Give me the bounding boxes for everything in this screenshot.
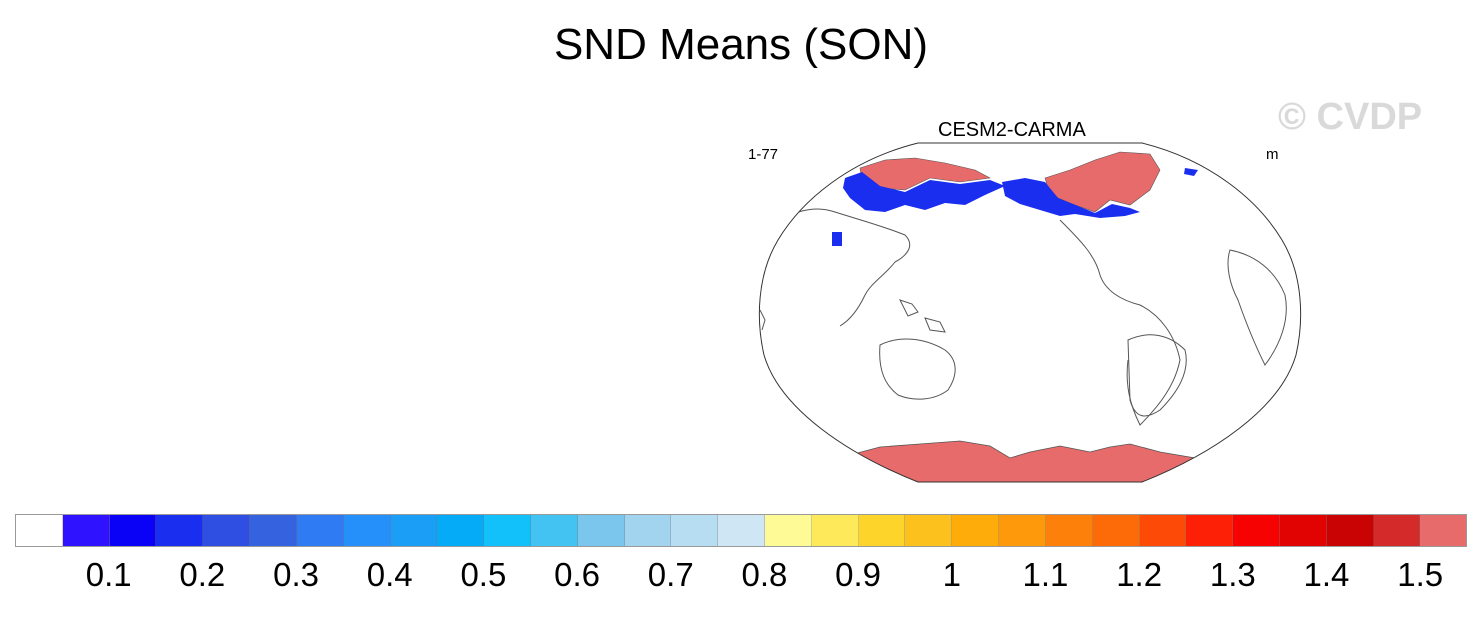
colorbar-box-4	[203, 515, 251, 546]
figure-title: SND Means (SON)	[553, 20, 929, 69]
colorbar	[15, 514, 1467, 547]
colorbar-box-30	[1420, 515, 1467, 546]
colorbar-box-0	[16, 515, 63, 546]
islands-coastline	[759, 299, 946, 333]
colorbar-label: 1	[942, 556, 961, 593]
australia-coastline	[879, 338, 956, 400]
colorbar-label: 1.5	[1397, 556, 1444, 593]
colorbar-labels: 0.1 0.2 0.3 0.4 0.5 0.6 0.7 0.8 0.9 1 1.1 1.2 1.3 1.4…	[0, 556, 1482, 596]
globe-background	[759, 143, 1301, 482]
namerica-coastline	[1059, 219, 1181, 426]
eurasia-low-snow-region	[843, 172, 1005, 212]
colorbar-box-13	[624, 515, 672, 546]
colorbar-box-23	[1092, 515, 1140, 546]
asia-coastline	[769, 208, 911, 327]
globe-outline	[758, 142, 1302, 483]
panel-units-label: m	[1266, 146, 1279, 163]
colorbar-box-15	[718, 515, 765, 546]
colorbar-label: 0.4	[366, 556, 413, 593]
map-globe	[758, 142, 1302, 483]
colorbar-label: 0.3	[273, 556, 319, 593]
colorbar-box-2	[109, 515, 157, 546]
panel-left-label: 1-77	[748, 146, 779, 163]
colorbar-box-22	[1045, 515, 1093, 546]
colorbar-box-25	[1186, 515, 1234, 546]
colorbar-box-14	[671, 515, 719, 546]
colorbar-box-26	[1233, 515, 1280, 546]
colorbar-box-1	[62, 515, 110, 546]
colorbar-box-11	[530, 515, 578, 546]
colorbar-label: 0.7	[647, 556, 694, 593]
colorbar-box-19	[905, 515, 953, 546]
colorbar-label: 1.3	[1209, 556, 1256, 593]
colorbar-box-24	[1139, 515, 1187, 546]
namerica-low-snow-region	[1002, 178, 1140, 218]
colorbar-label: 1.4	[1303, 556, 1350, 593]
colorbar-box-21	[999, 515, 1046, 546]
colorbar-box-16	[765, 515, 812, 546]
africa-coastline	[1227, 249, 1287, 366]
colorbar-label: 0.2	[179, 556, 226, 593]
colorbar-box-9	[437, 515, 485, 546]
colorbar-box-6	[296, 515, 344, 546]
colorbar-box-29	[1373, 515, 1421, 546]
small-snow-patch	[832, 232, 842, 246]
colorbar-label: 1.2	[1116, 556, 1163, 593]
colorbar-label: 0.5	[460, 556, 507, 593]
colorbar-box-18	[858, 515, 906, 546]
coastlines	[759, 208, 1287, 426]
colorbar-box-17	[811, 515, 859, 546]
colorbar-label: 0.1	[85, 556, 132, 593]
colorbar-label: 1.1	[1022, 556, 1069, 593]
colorbar-box-7	[343, 515, 391, 546]
colorbar-box-10	[484, 515, 531, 546]
colorbar-label: 0.9	[835, 556, 882, 593]
map-panel	[758, 142, 1302, 483]
colorbar-label: 0.8	[741, 556, 788, 593]
colorbar-box-12	[577, 515, 625, 546]
colorbar-box-20	[952, 515, 1000, 546]
colorbar-box-28	[1326, 515, 1374, 546]
small-snow-patch-east	[1184, 168, 1198, 176]
colorbar-label: 0.6	[554, 556, 600, 593]
colorbar-box-8	[390, 515, 438, 546]
colorbar-box-27	[1279, 515, 1327, 546]
watermark: © CVDP	[1278, 96, 1423, 138]
panel-title: CESM2-CARMA	[938, 119, 1086, 141]
colorbar-box-3	[156, 515, 204, 546]
colorbar-box-5	[250, 515, 297, 546]
samerica-coastline	[1127, 334, 1187, 417]
